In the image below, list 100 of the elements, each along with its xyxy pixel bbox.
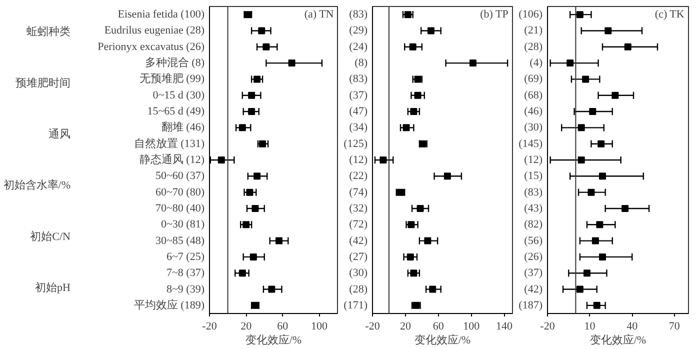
y-tick-label: (125) — [344, 138, 368, 150]
y-tick-label: 30~85 (48) — [155, 234, 205, 247]
y-tick-label: 0~30 (81) — [160, 218, 205, 231]
point — [469, 60, 476, 67]
point — [268, 286, 276, 293]
point — [288, 60, 296, 67]
y-tick-label: 自然放置 (131) — [134, 138, 205, 150]
x-axis-title: 变化效应/% — [414, 334, 471, 346]
x-tick-label: 20 — [400, 320, 412, 332]
y-tick-label: (47) — [349, 106, 368, 118]
point — [578, 156, 585, 164]
y-tick-label: (42) — [524, 283, 543, 296]
point — [238, 124, 246, 132]
y-tick-label: (30) — [524, 122, 543, 134]
point — [624, 43, 632, 50]
y-tick-label: (56) — [524, 234, 543, 247]
point — [576, 11, 584, 18]
text: 初始pH — [35, 280, 71, 294]
y-tick-label: (27) — [349, 250, 368, 263]
text: 预堆肥时间 — [16, 76, 70, 90]
annotation: (c) TK — [654, 8, 684, 21]
text: 初始含水率/% — [3, 178, 71, 192]
point — [402, 124, 410, 132]
point — [592, 237, 599, 244]
y-tick-label: (8) — [354, 57, 368, 70]
point — [622, 204, 629, 212]
y-tick-label: (74) — [349, 186, 368, 198]
y-tick-label: 8~9 (39) — [166, 283, 205, 296]
annotation: (a) TN — [304, 8, 334, 21]
point — [598, 253, 606, 260]
point — [238, 270, 246, 277]
y-tick-label: (69) — [524, 73, 543, 86]
y-tick-label: (106) — [518, 8, 543, 21]
y-tick-label: 70~80 (40) — [155, 202, 205, 214]
y-tick-label: (171) — [344, 299, 368, 312]
y-tick-label: (4) — [530, 57, 543, 70]
point — [596, 221, 604, 228]
y-tick-label: (28) — [349, 283, 368, 296]
y-tick-label: (22) — [349, 170, 368, 182]
point — [612, 92, 619, 99]
point — [566, 60, 574, 67]
point — [252, 204, 259, 212]
y-tick-label: (46) — [524, 106, 543, 118]
point — [429, 286, 436, 293]
x-tick-label: 60 — [277, 320, 289, 332]
y-tick-label: (82) — [524, 218, 543, 231]
y-tick-label: (187) — [518, 299, 543, 312]
x-axis-title: 变化效应/% — [590, 334, 646, 346]
y-tick-label: (37) — [349, 89, 368, 102]
y-tick-label: 翻堆 (46) — [161, 120, 205, 134]
y-tick-label: (21) — [524, 24, 543, 37]
text: 蚯蚓种类 — [26, 25, 70, 38]
point — [258, 27, 266, 34]
y-tick-label: Eudrilus eugeniae (28) — [104, 24, 205, 37]
y-tick-label: (28) — [524, 40, 543, 53]
text: 初始C/N — [30, 230, 71, 243]
y-tick-label: (145) — [518, 138, 543, 150]
y-tick-label: Perionyx excavatus (26) — [98, 40, 205, 53]
point — [250, 253, 257, 260]
point — [582, 76, 590, 83]
point — [410, 270, 418, 277]
y-tick-label: (29) — [349, 24, 368, 37]
y-tick-label: 静态通风 (12) — [139, 153, 205, 166]
y-tick-label: (12) — [349, 154, 368, 166]
y-tick-label: 平均效应 (189) — [134, 298, 205, 312]
y-tick-label: (30) — [349, 267, 368, 280]
x-tick-label: -20 — [365, 320, 380, 332]
point — [246, 188, 254, 196]
text: 通风 — [48, 127, 70, 140]
point — [248, 92, 256, 99]
x-tick-label: 70 — [668, 320, 680, 332]
y-tick-label: (24) — [349, 40, 368, 53]
point — [424, 237, 432, 244]
point — [254, 76, 261, 83]
point — [406, 253, 414, 260]
y-tick-label: (83) — [349, 8, 368, 21]
y-tick-label: (68) — [524, 89, 543, 102]
x-tick-label: 140 — [496, 320, 514, 332]
y-tick-label: 15~65 d (49) — [147, 106, 205, 118]
y-tick-label: (42) — [349, 234, 368, 247]
y-tick-label: (32) — [349, 202, 368, 214]
y-tick-label: 无预堆肥 (99) — [139, 73, 205, 86]
point — [598, 140, 605, 148]
x-axis-title: 变化效应/% — [245, 334, 302, 346]
point — [242, 221, 250, 228]
point — [576, 286, 584, 293]
y-tick-label: (12) — [524, 154, 543, 166]
y-tick-label: Eisenia fetida (100) — [118, 8, 205, 21]
y-tick-label: 60~70 (80) — [155, 186, 205, 198]
y-tick-label: 50~60 (37) — [155, 170, 205, 182]
point — [593, 302, 600, 309]
point — [604, 27, 612, 34]
y-tick-label: (83) — [349, 73, 368, 86]
point — [598, 172, 606, 180]
point — [589, 108, 596, 116]
y-tick-label: 多种混合 (8) — [144, 56, 205, 70]
y-tick-label: (83) — [524, 186, 543, 198]
annotation: (b) TP — [480, 8, 508, 21]
point — [409, 43, 416, 50]
x-tick-label: 40 — [626, 320, 638, 332]
